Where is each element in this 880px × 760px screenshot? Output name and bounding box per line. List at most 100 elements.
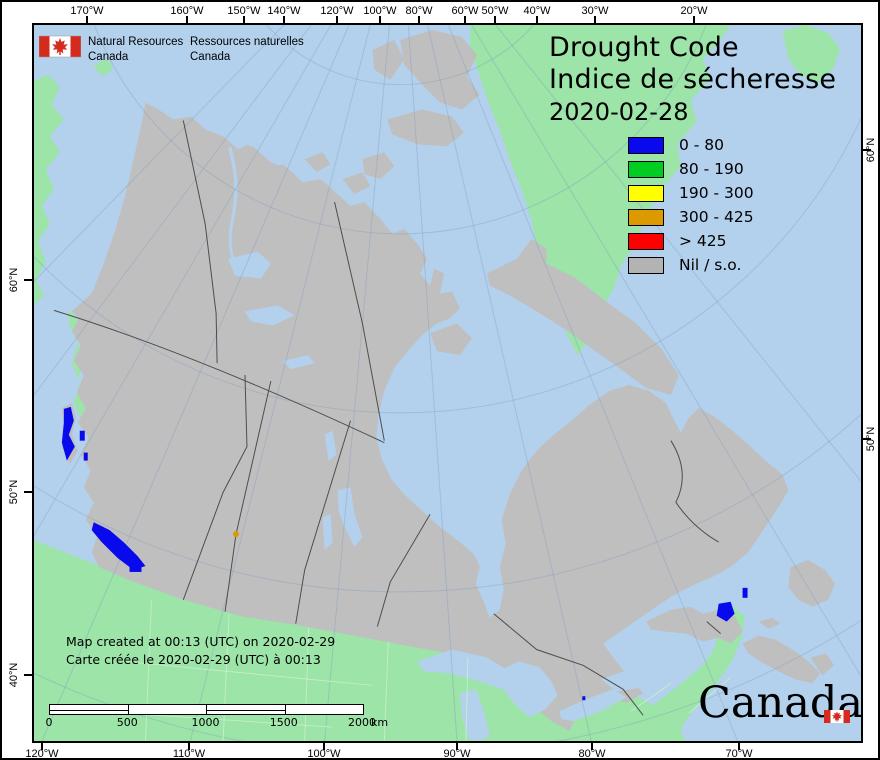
border-on-qc bbox=[493, 613, 644, 716]
latitude-tick-left bbox=[24, 279, 32, 281]
drought-patch-vancouver-island bbox=[91, 522, 146, 570]
logo-text-english: Natural Resources Canada bbox=[88, 36, 184, 63]
latitude-tick-right bbox=[863, 438, 871, 440]
longitude-tick-top bbox=[594, 16, 596, 23]
longitude-label-top: 50°W bbox=[481, 5, 509, 17]
longitude-label-bottom: 80°W bbox=[578, 748, 606, 760]
border-nb-us bbox=[706, 621, 722, 634]
longitude-tick-top bbox=[464, 16, 466, 23]
mackenzie-river bbox=[228, 146, 241, 276]
scale-number: 0 bbox=[45, 716, 53, 729]
wordmark-flag-icon bbox=[824, 688, 850, 731]
map-title-english: Drought Code bbox=[549, 32, 739, 63]
longitude-label-top: 40°W bbox=[523, 5, 551, 17]
new-england-land bbox=[653, 607, 745, 741]
longitude-tick-bottom bbox=[188, 743, 190, 750]
lake-huron bbox=[496, 661, 558, 718]
longitude-label-top: 160°W bbox=[170, 5, 204, 17]
legend-label: 190 - 300 bbox=[679, 184, 754, 202]
scale-segment bbox=[129, 705, 207, 714]
longitude-tick-top bbox=[283, 16, 285, 23]
logo-text-french: Ressources naturelles Canada bbox=[190, 36, 304, 63]
legend-item: 0 - 80 bbox=[628, 133, 754, 157]
legend-swatch bbox=[628, 136, 664, 154]
legend-label: > 425 bbox=[679, 232, 727, 250]
latitude-tick-left bbox=[24, 674, 32, 676]
somerset-island bbox=[362, 152, 395, 180]
map-frame bbox=[32, 23, 863, 743]
longitude-tick-bottom bbox=[591, 743, 593, 750]
prince-of-wales-island bbox=[342, 172, 371, 195]
border-qc-nl bbox=[670, 440, 719, 543]
lake-michigan bbox=[459, 689, 490, 741]
scale-bar-labels: 0 500 1000 1500 2000 bbox=[45, 716, 377, 730]
longitude-tick-bottom bbox=[323, 743, 325, 750]
longitude-tick-top bbox=[86, 16, 88, 23]
longitude-label-top: 30°W bbox=[581, 5, 609, 17]
border-bc-ab bbox=[182, 375, 248, 600]
lake-erie bbox=[559, 689, 627, 722]
legend-label: Nil / s.o. bbox=[679, 256, 742, 274]
longitude-tick-top bbox=[693, 16, 695, 23]
longitude-tick-top bbox=[336, 16, 338, 23]
latitude-tick-left bbox=[24, 491, 32, 493]
drought-patch-vi-south bbox=[129, 563, 142, 572]
graticule bbox=[34, 25, 861, 741]
longitude-tick-top bbox=[379, 16, 381, 23]
scale-bar bbox=[49, 704, 364, 715]
border-60n bbox=[53, 309, 385, 444]
longitude-tick-bottom bbox=[738, 743, 740, 750]
great-slave-lake bbox=[244, 305, 295, 326]
longitude-label-bottom: 120°W bbox=[25, 748, 59, 760]
us-state-borders bbox=[93, 599, 731, 741]
legend-swatch bbox=[628, 232, 664, 250]
longitude-label-top: 80°W bbox=[405, 5, 433, 17]
legend-swatch bbox=[628, 184, 664, 202]
legend-label: 80 - 190 bbox=[679, 160, 744, 178]
longitude-label-bottom: 100°W bbox=[307, 748, 341, 760]
drought-patch-coast-2 bbox=[83, 452, 88, 461]
longitude-tick-top bbox=[186, 16, 188, 23]
credits-line-fr: Carte créée le 2020-02-29 (UTC) à 00:13 bbox=[66, 652, 321, 667]
longitude-tick-bottom bbox=[41, 743, 43, 750]
greenland-land bbox=[469, 25, 731, 356]
border-yt-nwt bbox=[182, 120, 218, 364]
scale-number: 1000 bbox=[191, 716, 220, 729]
cape-breton bbox=[810, 653, 835, 676]
longitude-label-top: 60°W bbox=[451, 5, 479, 17]
longitude-label-top: 20°W bbox=[680, 5, 708, 17]
legend-swatch bbox=[628, 160, 664, 178]
lake-superior bbox=[417, 649, 520, 690]
latitude-label-left: 60°N bbox=[8, 267, 20, 293]
longitude-label-bottom: 110°W bbox=[172, 748, 206, 760]
canada-wordmark: Canada bbox=[698, 682, 863, 725]
legend-item: 300 - 425 bbox=[628, 205, 754, 229]
lake-winnipeg bbox=[337, 487, 363, 548]
longitude-tick-top bbox=[418, 16, 420, 23]
map-title-french: Indice de sécheresse bbox=[549, 64, 837, 95]
scale-segment bbox=[286, 705, 364, 714]
reindeer-lake bbox=[324, 430, 337, 461]
longitude-label-top: 100°W bbox=[363, 5, 397, 17]
lake-athabasca bbox=[282, 355, 315, 370]
scale-number: 500 bbox=[116, 716, 138, 729]
longitude-label-bottom: 90°W bbox=[443, 748, 471, 760]
ellesmere-island bbox=[400, 29, 480, 110]
longitude-label-bottom: 70°W bbox=[725, 748, 753, 760]
longitude-tick-top bbox=[536, 16, 538, 23]
longitude-label-top: 120°W bbox=[320, 5, 354, 17]
province-borders bbox=[53, 120, 722, 716]
banks-island bbox=[260, 208, 295, 246]
canada-drought-map bbox=[34, 25, 861, 741]
map-date: 2020-02-28 bbox=[549, 98, 689, 126]
latitude-label-right: 50°N bbox=[865, 426, 877, 452]
baffin-island bbox=[486, 238, 679, 395]
latitude-tick-right bbox=[863, 149, 871, 151]
drought-patch-ontario-dot bbox=[582, 696, 586, 701]
greenland-east-island bbox=[782, 25, 841, 83]
canada-flag-icon bbox=[38, 35, 82, 62]
scale-number: 2000 bbox=[348, 716, 376, 729]
longitude-tick-top bbox=[494, 16, 496, 23]
pei bbox=[758, 617, 781, 629]
